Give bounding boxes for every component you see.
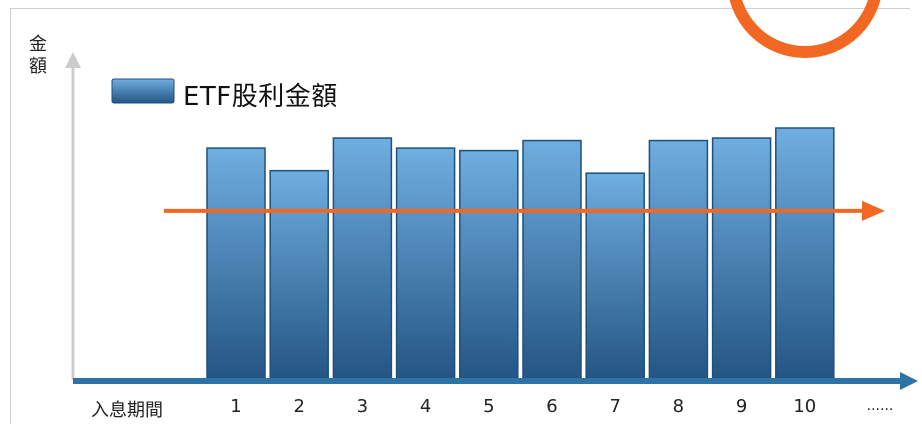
bar-8 — [648, 139, 709, 380]
x-tick-2: 2 — [293, 396, 305, 417]
legend-swatch — [111, 78, 175, 104]
x-axis-label: 入息期間 — [91, 400, 163, 421]
bar-9 — [711, 137, 772, 380]
bar-10 — [775, 127, 835, 380]
bar-5 — [459, 149, 519, 380]
y-axis-arrow-icon — [65, 52, 81, 68]
x-tick-9: 9 — [735, 396, 748, 417]
bar-4 — [395, 147, 456, 380]
x-tick-ellipsis: ...... — [866, 398, 894, 414]
x-tick-6: 6 — [546, 396, 558, 417]
bar-7 — [585, 172, 645, 380]
bar-2 — [269, 169, 329, 380]
x-tick-3: 3 — [356, 396, 369, 417]
bar-6 — [522, 139, 582, 380]
chart-frame — [10, 8, 910, 424]
x-tick-8: 8 — [672, 396, 685, 417]
trend-arrow-head-icon — [862, 200, 885, 221]
legend-label: ETF股利金額 — [183, 82, 338, 112]
x-tick-10: 10 — [793, 396, 817, 417]
decorative-orange-circle — [729, 0, 881, 58]
x-tick-1: 1 — [230, 396, 242, 417]
x-tick-4: 4 — [419, 396, 432, 417]
y-axis-label-1: 金 — [29, 34, 47, 55]
y-axis-label-2: 額 — [29, 56, 47, 77]
x-tick-5: 5 — [483, 396, 495, 417]
x-tick-7: 7 — [609, 396, 621, 417]
x-axis-arrow-icon — [900, 372, 918, 390]
bar-1 — [206, 147, 266, 380]
bar-3 — [332, 137, 393, 380]
